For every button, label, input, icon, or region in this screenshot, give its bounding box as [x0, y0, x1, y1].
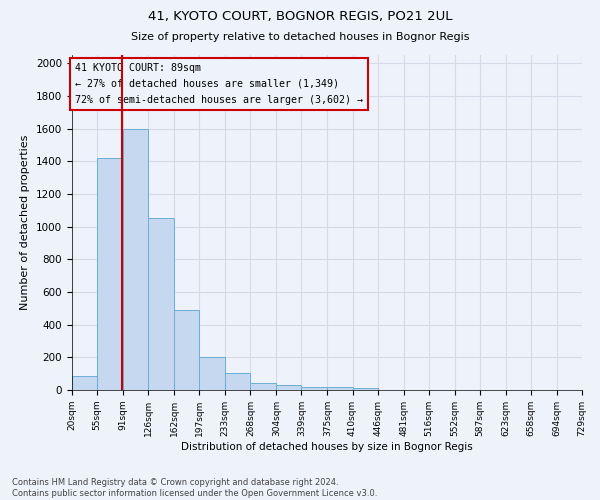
- Text: 41 KYOTO COURT: 89sqm
← 27% of detached houses are smaller (1,349)
72% of semi-d: 41 KYOTO COURT: 89sqm ← 27% of detached …: [74, 64, 362, 104]
- Bar: [72, 376, 97, 390]
- Bar: [353, 388, 379, 390]
- Bar: [97, 158, 123, 390]
- Bar: [174, 310, 199, 390]
- Bar: [199, 356, 225, 390]
- Bar: [276, 386, 301, 390]
- X-axis label: Distribution of detached houses by size in Bognor Regis: Distribution of detached houses by size …: [181, 442, 473, 452]
- Bar: [250, 384, 276, 390]
- Text: Contains HM Land Registry data © Crown copyright and database right 2024.
Contai: Contains HM Land Registry data © Crown c…: [12, 478, 377, 498]
- Bar: [301, 386, 328, 390]
- Text: Size of property relative to detached houses in Bognor Regis: Size of property relative to detached ho…: [131, 32, 469, 42]
- Text: 41, KYOTO COURT, BOGNOR REGIS, PO21 2UL: 41, KYOTO COURT, BOGNOR REGIS, PO21 2UL: [148, 10, 452, 23]
- Bar: [225, 373, 250, 390]
- Bar: [123, 128, 148, 390]
- Bar: [328, 387, 353, 390]
- Y-axis label: Number of detached properties: Number of detached properties: [20, 135, 31, 310]
- Bar: [148, 218, 174, 390]
